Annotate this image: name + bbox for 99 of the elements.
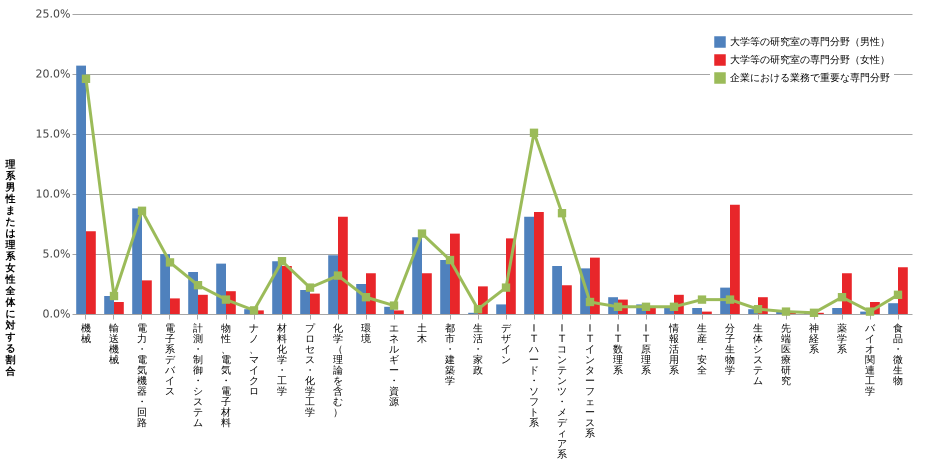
text: 理系男性または理系女性全体に対する割合: [6, 160, 16, 378]
bar: [590, 258, 600, 314]
point: [334, 271, 342, 280]
x-tick-label: 材料化学・工学: [276, 322, 287, 398]
x-tick-label: 都市・建築学: [444, 322, 455, 387]
x-tick-label: 薬学系: [837, 322, 847, 356]
point: [222, 295, 230, 304]
bar: [534, 212, 544, 314]
point: [278, 257, 286, 266]
point: [838, 293, 846, 302]
bar: [160, 254, 170, 314]
point: [614, 302, 622, 311]
category-label: 計測・制御・システム: [193, 324, 203, 429]
point: [446, 256, 454, 264]
point: [362, 293, 370, 302]
x-tick-label: IT数理系: [613, 324, 623, 376]
point: [418, 229, 426, 238]
y-tick-label: 10.0%: [36, 188, 70, 200]
y-tick-label: 5.0%: [42, 248, 70, 260]
bar: [888, 303, 898, 314]
point: [306, 283, 314, 292]
bar: [170, 298, 180, 314]
point: [110, 292, 118, 300]
bar: [76, 66, 86, 314]
point: [250, 306, 258, 315]
category-label: ITコンテンツ・メディア系: [557, 324, 567, 460]
point: [754, 305, 762, 314]
bar: [310, 294, 320, 314]
x-tick-label: 分子生物学: [725, 322, 735, 376]
point: [82, 74, 90, 83]
y-tick-label: 15.0%: [36, 128, 70, 140]
point: [502, 283, 510, 292]
category-label: ITハード・ソフト系: [529, 324, 539, 429]
x-tick-label: 土木: [417, 322, 427, 345]
legend-label: 大学等の研究室の専門分野（男性）: [730, 36, 890, 48]
point: [642, 302, 650, 311]
x-tick-label: 生活・家政: [473, 322, 483, 376]
bar: [898, 267, 908, 314]
legend-label: 大学等の研究室の専門分野（女性）: [730, 54, 890, 66]
x-tick-label: 生産・安全: [697, 322, 707, 376]
y-tick-label: 0.0%: [42, 308, 70, 320]
x-tick-label: IT原理系: [641, 324, 651, 376]
point: [390, 301, 398, 310]
x-tick-label: 輸送機械: [109, 322, 119, 366]
y-tick-label: 20.0%: [36, 68, 70, 80]
x-tick-label: エネルギー・資源: [389, 324, 399, 408]
x-tick-label: ナノ、マイクロ: [249, 324, 259, 398]
x-tick-label: 情報活用系: [668, 322, 679, 376]
x-tick-label: 神経系: [808, 322, 819, 356]
bar: [282, 266, 292, 314]
bar: [552, 266, 562, 314]
x-tick-label: 先端医療研究: [781, 322, 791, 387]
bar: [394, 310, 404, 314]
point: [558, 209, 566, 218]
point: [138, 206, 146, 215]
bar: [328, 255, 338, 314]
legend-label: 企業における業務で重要な専門分野: [730, 72, 890, 84]
category-label: 物性、電気・電子材料: [221, 324, 231, 429]
bar: [104, 296, 114, 314]
category-label: 化学（理論を含む）: [333, 324, 343, 418]
point: [698, 295, 706, 304]
point: [474, 305, 482, 314]
point: [726, 295, 734, 304]
point: [894, 290, 902, 299]
x-tick-label: バイオ関連工学: [864, 324, 876, 398]
bar: [562, 285, 572, 314]
bar: [440, 260, 450, 314]
x-tick-label: 食品・微生物: [893, 322, 903, 387]
point: [194, 281, 202, 290]
x-tick-label: デザイン: [501, 324, 512, 366]
bar: [114, 302, 124, 314]
bar: [524, 216, 534, 314]
category-label: 電力・電気機器・回路: [137, 324, 147, 429]
bar: [300, 290, 310, 314]
bar: [422, 273, 432, 314]
point: [866, 307, 874, 316]
x-tick-label: 機械: [81, 322, 91, 345]
x-tick-label: 生体システム: [753, 322, 763, 387]
bar: [496, 304, 506, 314]
point: [782, 307, 790, 316]
bar: [198, 294, 208, 314]
bar: [450, 234, 460, 314]
bar: [412, 237, 422, 314]
bar: [142, 280, 152, 314]
point: [810, 308, 818, 317]
point: [166, 258, 174, 267]
point: [530, 128, 538, 137]
bar: [338, 216, 348, 314]
category-label: プロセス・化学工学: [305, 324, 315, 418]
point: [586, 298, 594, 306]
category-label: ITインターフェース系: [585, 324, 595, 440]
bar: [692, 308, 702, 314]
bar: [832, 308, 842, 314]
x-tick-label: 電子系デバイス: [164, 324, 176, 398]
point: [670, 302, 678, 311]
x-tick-label: 環境: [360, 324, 371, 345]
bar: [730, 204, 740, 314]
bar: [86, 231, 96, 314]
y-tick-label: 25.0%: [36, 8, 70, 20]
